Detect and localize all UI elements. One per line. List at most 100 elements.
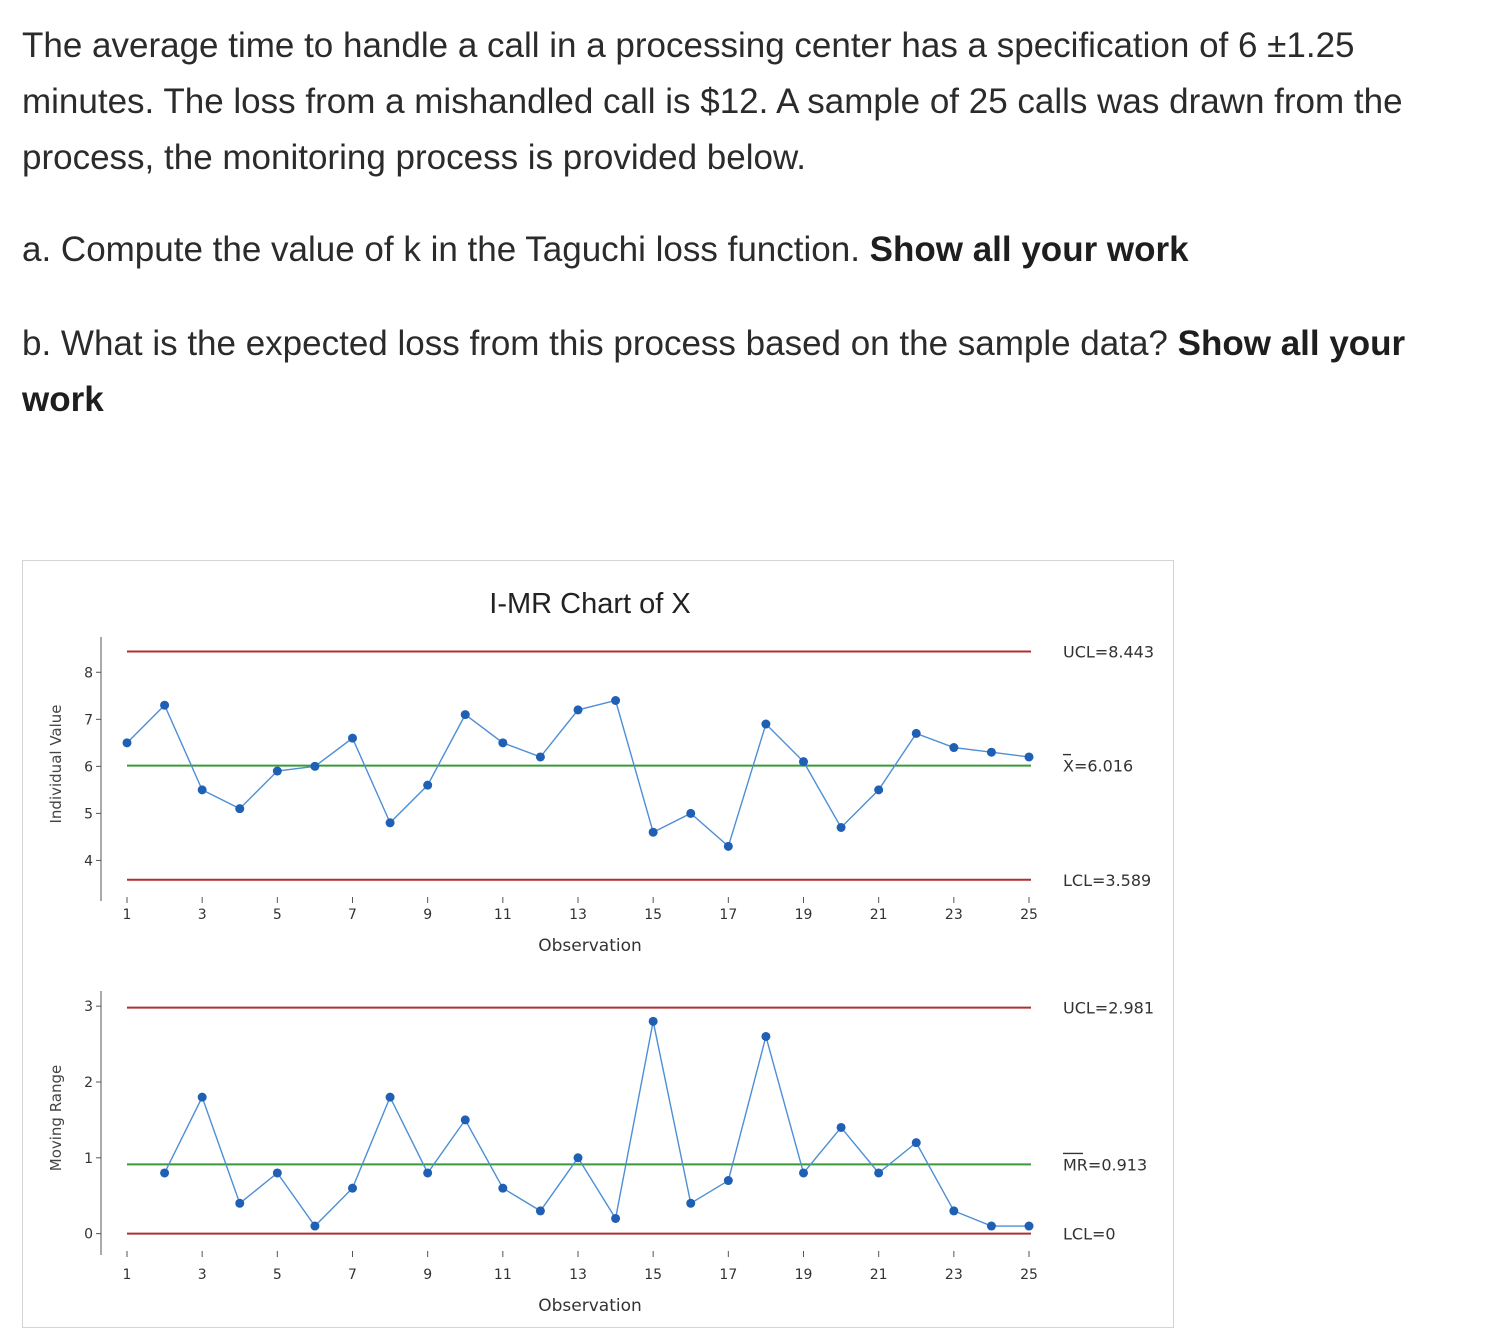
individuals-data-point [874, 785, 884, 795]
individuals-x-tick-label: 17 [719, 907, 737, 923]
individuals-data-point [310, 761, 320, 771]
moving-range-center-label: MR=0.913 [1063, 1155, 1147, 1174]
individuals-data-point [385, 818, 395, 828]
individuals-series-line [126, 699, 1030, 848]
individuals-data-point [911, 728, 921, 738]
moving-range-data-point [385, 1092, 395, 1102]
moving-range-x-tick-label: 9 [423, 1267, 432, 1283]
moving-range-y-tick-label: 3 [84, 999, 93, 1015]
individuals-y-tick-label: 7 [84, 712, 93, 728]
moving-range-y-tick-label: 1 [84, 1151, 93, 1167]
moving-range-ucl-label: UCL=2.981 [1063, 999, 1154, 1018]
imr-chart: I-MR Chart of X 1 3 5 7 9 11 13 15 17 19 21 23 25 4 5 6 7… [22, 560, 1174, 1328]
moving-range-data-point [197, 1092, 207, 1102]
question-intro: The average time to handle a call in a p… [22, 26, 1403, 177]
individuals-y-tick-label: 6 [84, 759, 93, 775]
individuals-x-tick-label: 19 [795, 907, 813, 923]
individuals-x-tick-label: 21 [870, 907, 888, 923]
imr-chart-svg: I-MR Chart of X1 3 5 7 9 11 13 15 17 19 21 23 254567… [47, 588, 1154, 1316]
individuals-y-tick-label: 4 [84, 853, 93, 869]
moving-range-x-tick-label: 13 [569, 1267, 587, 1283]
moving-range-x-tick-label: 25 [1020, 1267, 1038, 1283]
individuals-data-point [160, 700, 170, 710]
chart-title: I-MR Chart of X [489, 588, 690, 620]
individuals-data-point [535, 752, 545, 762]
individuals-x-tick-label: 9 [423, 907, 432, 923]
moving-range-data-point [986, 1221, 996, 1231]
moving-range-x-tick-label: 3 [198, 1267, 207, 1283]
individuals-data-point [799, 757, 808, 767]
individuals-x-tick-label: 1 [123, 907, 132, 923]
question-part-a: a. Compute the value of k in the Taguchi… [22, 222, 1462, 278]
individuals-x-tick-label: 3 [198, 907, 207, 923]
individuals-data-point [573, 705, 583, 715]
individuals-lcl-label: LCL=3.589 [1063, 871, 1151, 890]
individuals-x-axis-label: Observation [538, 936, 642, 956]
moving-range-data-point [1024, 1221, 1034, 1231]
moving-range-data-point [573, 1153, 583, 1163]
moving-range-data-point [535, 1206, 545, 1216]
moving-range-data-point [648, 1016, 658, 1026]
moving-range-x-tick-label: 17 [719, 1267, 737, 1283]
part-b-emphasis: Show all your work [22, 324, 1406, 419]
moving-range-data-point [272, 1168, 282, 1178]
moving-range-lcl-label: LCL=0 [1063, 1225, 1116, 1244]
moving-range-x-tick-label: 19 [795, 1267, 813, 1283]
individuals-y-axis-label: Individual Value [47, 704, 65, 823]
moving-range-x-tick-label: 23 [945, 1267, 963, 1283]
moving-range-x-tick-label: 11 [494, 1267, 512, 1283]
moving-range-data-point [911, 1138, 921, 1148]
individuals-data-point [986, 747, 996, 757]
individuals-data-point [1024, 752, 1034, 762]
individuals-x-tick-label: 15 [644, 907, 662, 923]
moving-range-data-point [160, 1168, 170, 1178]
moving-range-data-point [348, 1183, 357, 1193]
moving-range-x-tick-label: 21 [870, 1267, 888, 1283]
individuals-data-point [686, 808, 696, 818]
moving-range-data-point [235, 1198, 245, 1208]
individuals-data-point [648, 827, 658, 837]
moving-range-data-point [498, 1183, 508, 1193]
moving-range-x-tick-label: 7 [348, 1267, 357, 1283]
moving-range-data-point [761, 1031, 771, 1041]
moving-range-y-tick-label: 0 [84, 1227, 93, 1243]
individuals-data-point [949, 743, 959, 753]
individuals-data-point [836, 823, 846, 832]
moving-range-y-axis-label: Moving Range [47, 1065, 65, 1172]
individuals-x-tick-label: 7 [348, 907, 357, 923]
individuals-data-point [272, 766, 282, 776]
individuals-data-point [498, 738, 508, 748]
moving-range-x-tick-label: 15 [644, 1267, 662, 1283]
individuals-ucl-label: UCL=8.443 [1063, 642, 1154, 661]
question-part-b: b. What is the expected loss from this p… [22, 316, 1462, 428]
individuals-data-point [122, 738, 132, 748]
moving-range-data-point [611, 1213, 621, 1223]
individuals-data-point [761, 719, 771, 729]
moving-range-data-point [949, 1206, 959, 1216]
moving-range-data-point [686, 1198, 696, 1208]
moving-range-data-point [310, 1221, 320, 1231]
individuals-data-point [348, 733, 357, 743]
part-a-emphasis: Show all your work [869, 230, 1189, 269]
individuals-x-tick-label: 23 [945, 907, 963, 923]
moving-range-x-tick-label: 1 [123, 1267, 132, 1283]
individuals-data-point [611, 696, 621, 705]
moving-range-x-axis-label: Observation [538, 1296, 642, 1316]
individuals-data-point [723, 841, 733, 851]
part-b-text: b. What is the expected loss from this p… [22, 324, 1168, 363]
individuals-data-point [423, 780, 433, 790]
part-a-text: a. Compute the value of k in the Taguchi… [22, 230, 860, 269]
moving-range-x-tick-label: 5 [273, 1267, 282, 1283]
moving-range-data-point [423, 1168, 433, 1178]
individuals-x-tick-label: 13 [569, 907, 587, 923]
moving-range-data-point [874, 1168, 884, 1178]
individuals-y-tick-label: 5 [84, 806, 93, 822]
individuals-y-tick-label: 8 [84, 665, 93, 681]
individuals-x-tick-label: 11 [494, 907, 512, 923]
moving-range-series-line [163, 1021, 1029, 1228]
moving-range-y-tick-label: 2 [84, 1075, 93, 1091]
individuals-data-point [460, 710, 470, 720]
moving-range-data-point [723, 1176, 733, 1186]
individuals-data-point [235, 804, 245, 814]
moving-range-data-point [799, 1168, 808, 1178]
